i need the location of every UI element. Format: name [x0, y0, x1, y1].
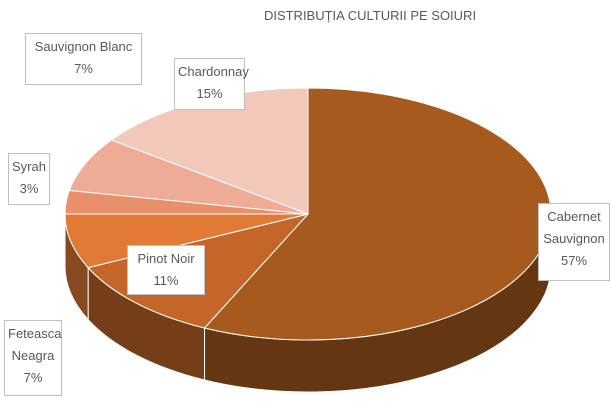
label-value: 11%: [153, 273, 179, 288]
label-value: 7%: [23, 370, 43, 385]
label-value: 3%: [19, 181, 39, 196]
label-value: 57%: [560, 253, 588, 268]
slice: [68, 139, 309, 215]
label-value: 7%: [74, 61, 93, 76]
data-label: Sauvignon Blanc 7%: [25, 33, 142, 85]
label-name: Cabernet Sauvignon: [543, 209, 605, 246]
data-label: Syrah 3%: [8, 153, 50, 205]
data-label: Feteasca Neagra 7%: [4, 320, 62, 396]
label-name: Pinot Noir: [137, 251, 195, 266]
data-label: Chardonnay 15%: [174, 58, 249, 110]
label-value: 15%: [196, 86, 223, 101]
label-name: Sauvignon Blanc: [34, 39, 133, 54]
label-name: Syrah: [12, 159, 46, 174]
label-name: Feteasca Neagra: [8, 326, 62, 363]
data-label: Pinot Noir 11%: [127, 245, 205, 295]
slice: [64, 213, 309, 269]
data-label: Cabernet Sauvignon 57%: [538, 203, 610, 281]
label-name: Chardonnay: [178, 64, 249, 79]
chart-title: DISTRIBUȚIA CULTURII PE SOIURI: [263, 8, 477, 23]
